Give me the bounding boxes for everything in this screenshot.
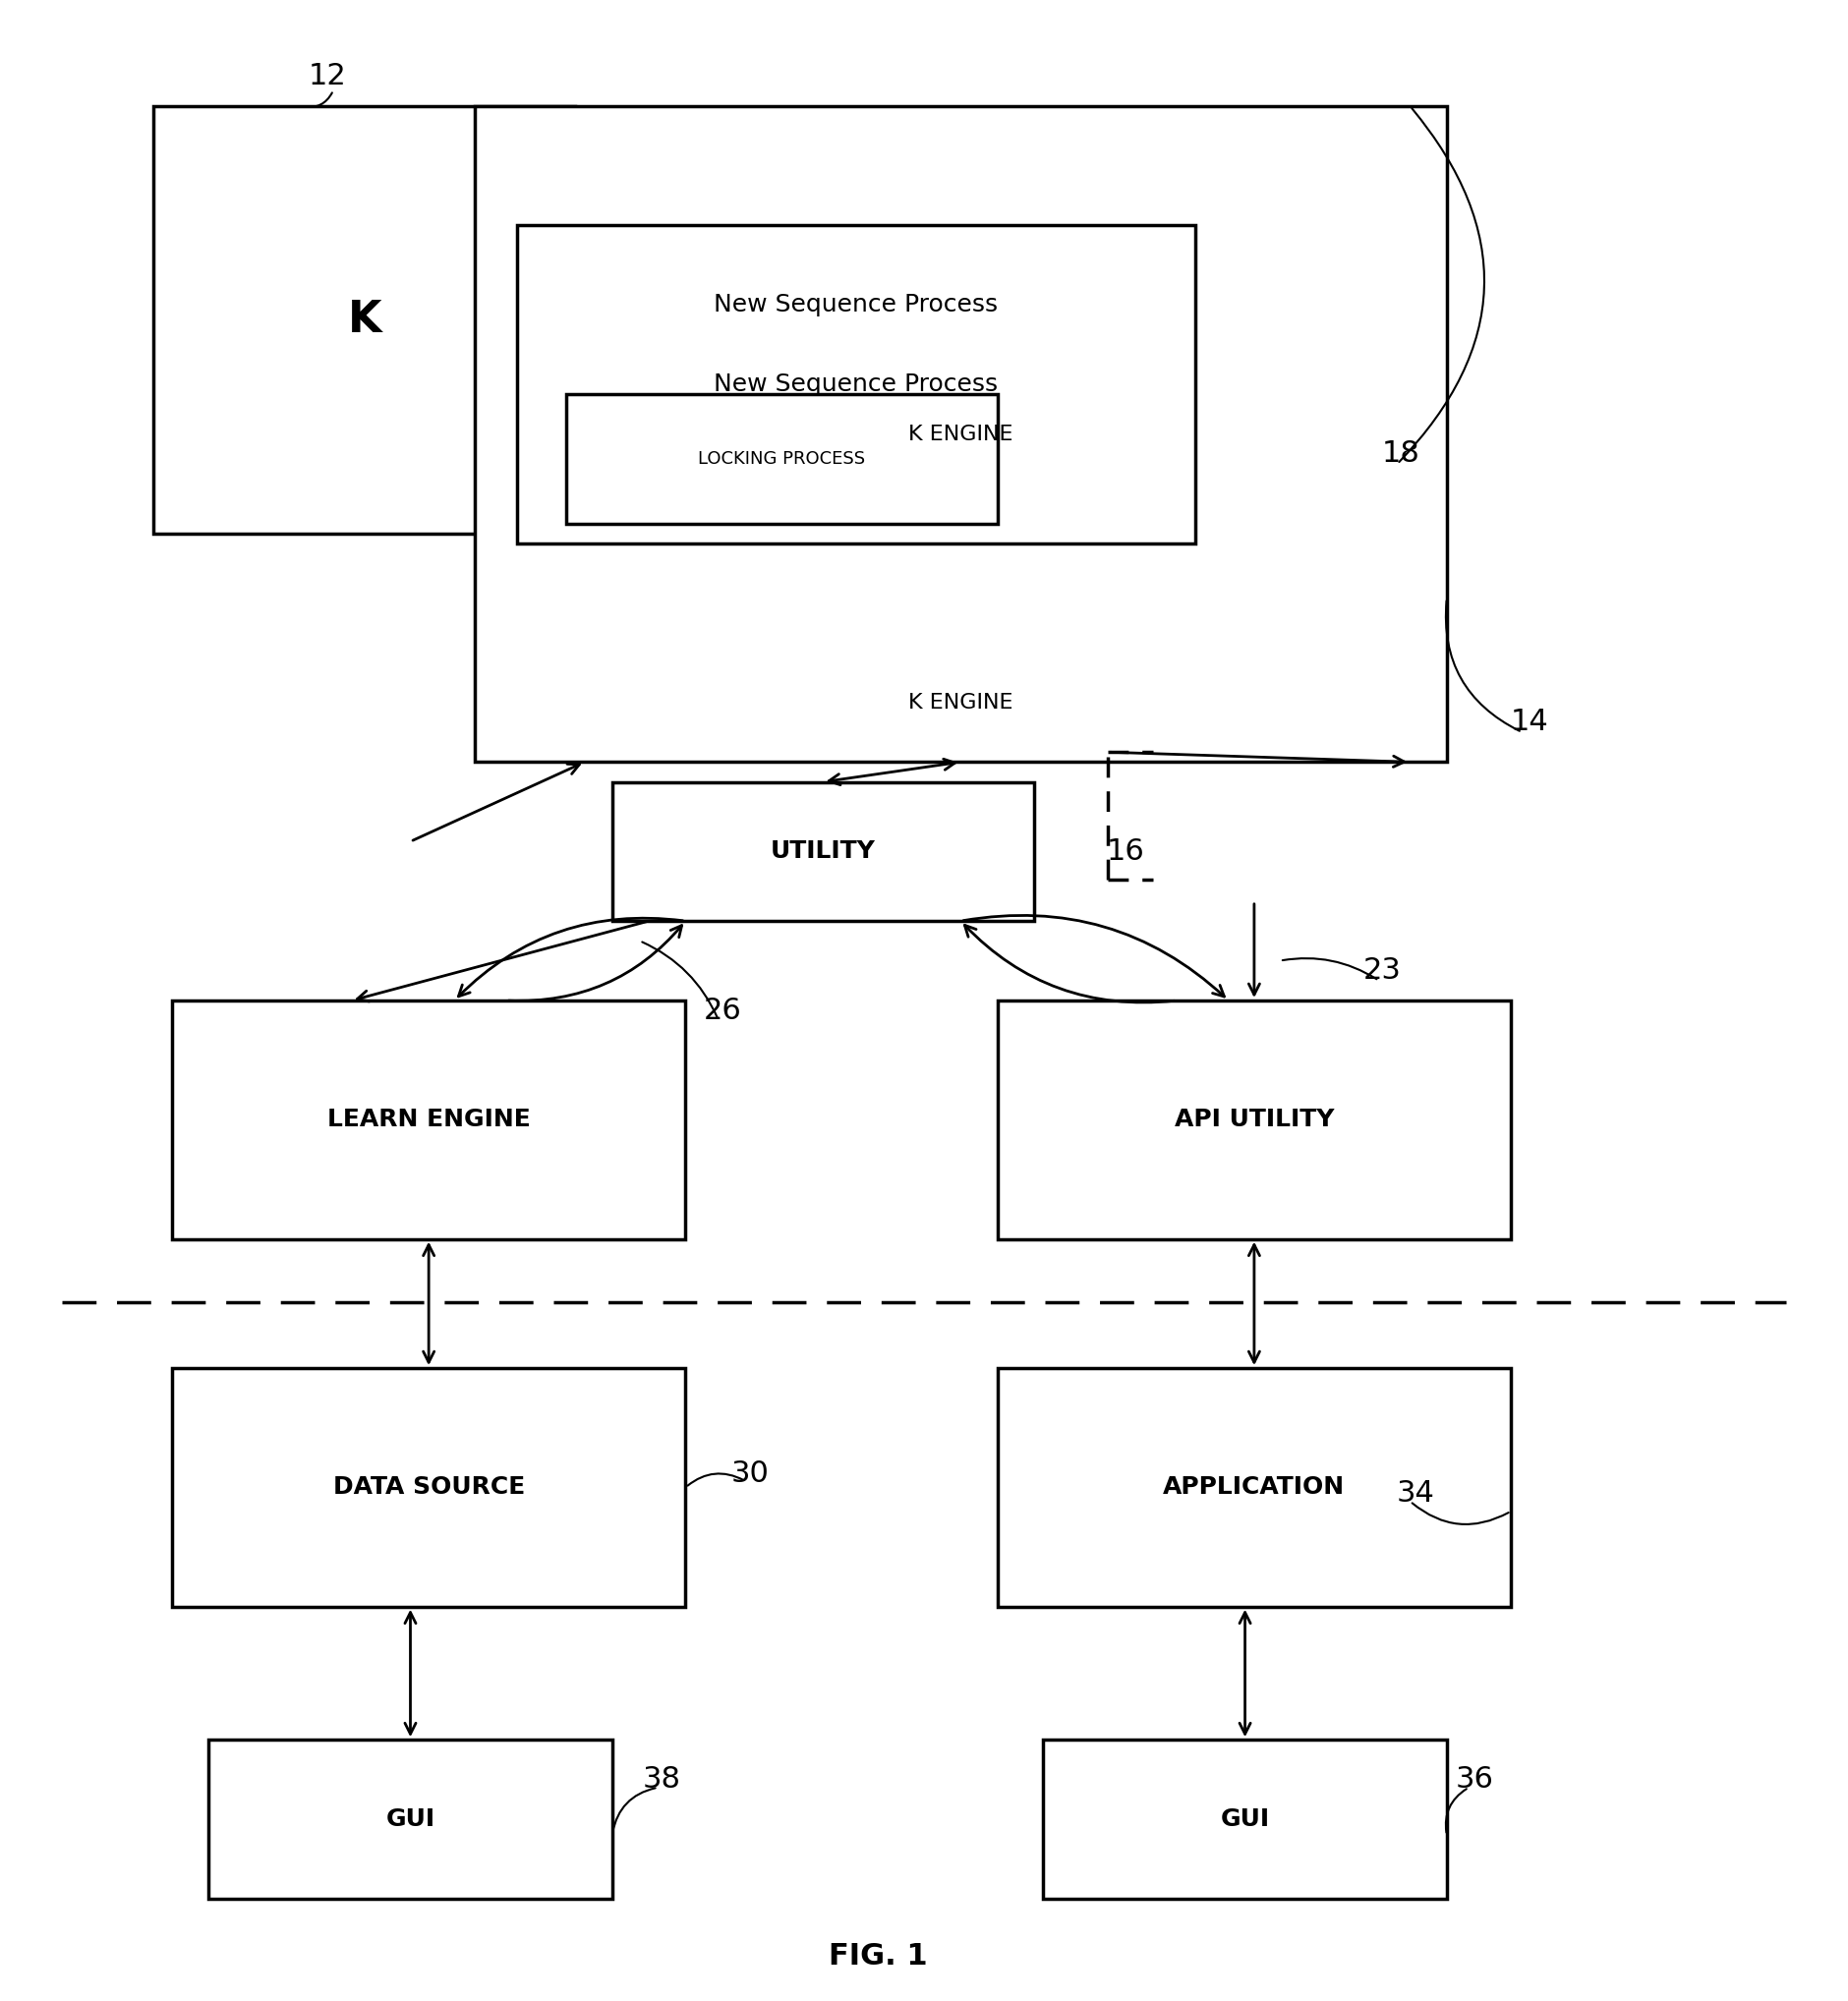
Bar	[517, 226, 1196, 544]
Bar	[172, 1000, 686, 1239]
Text: 16: 16	[1107, 836, 1144, 866]
Text: New Sequence Process: New Sequence Process	[713, 372, 998, 396]
Text: 12: 12	[309, 62, 347, 90]
Text: GUI: GUI	[1220, 1807, 1270, 1831]
Text: 23: 23	[1364, 956, 1401, 984]
Text: DATA SOURCE: DATA SOURCE	[333, 1475, 525, 1499]
Bar	[475, 106, 1447, 762]
Text: FIG. 1: FIG. 1	[828, 1941, 928, 1971]
Text: K: K	[347, 298, 381, 340]
Bar	[998, 1369, 1512, 1607]
Text: 26: 26	[704, 996, 741, 1025]
Text: UTILITY: UTILITY	[771, 840, 876, 862]
Text: 30: 30	[730, 1459, 769, 1487]
Text: LEARN ENGINE: LEARN ENGINE	[327, 1109, 530, 1131]
Bar	[1044, 1739, 1447, 1899]
Text: 18: 18	[1382, 440, 1419, 468]
Text: 38: 38	[643, 1765, 680, 1793]
Bar	[612, 782, 1035, 920]
Text: API UTILITY: API UTILITY	[1173, 1109, 1334, 1131]
Bar	[209, 1739, 612, 1899]
Text: 36: 36	[1454, 1765, 1493, 1793]
Text: LOCKING PROCESS: LOCKING PROCESS	[699, 450, 865, 468]
Text: GUI: GUI	[386, 1807, 434, 1831]
Text: New Sequence Process: New Sequence Process	[713, 292, 998, 316]
Bar	[565, 394, 998, 524]
Bar	[172, 1369, 686, 1607]
Text: APPLICATION: APPLICATION	[1162, 1475, 1345, 1499]
Text: K ENGINE: K ENGINE	[909, 692, 1013, 712]
Text: K ENGINE: K ENGINE	[909, 424, 1013, 444]
Bar	[998, 1000, 1512, 1239]
Text: 14: 14	[1510, 708, 1549, 736]
Text: 34: 34	[1397, 1479, 1434, 1507]
Bar	[153, 106, 575, 534]
